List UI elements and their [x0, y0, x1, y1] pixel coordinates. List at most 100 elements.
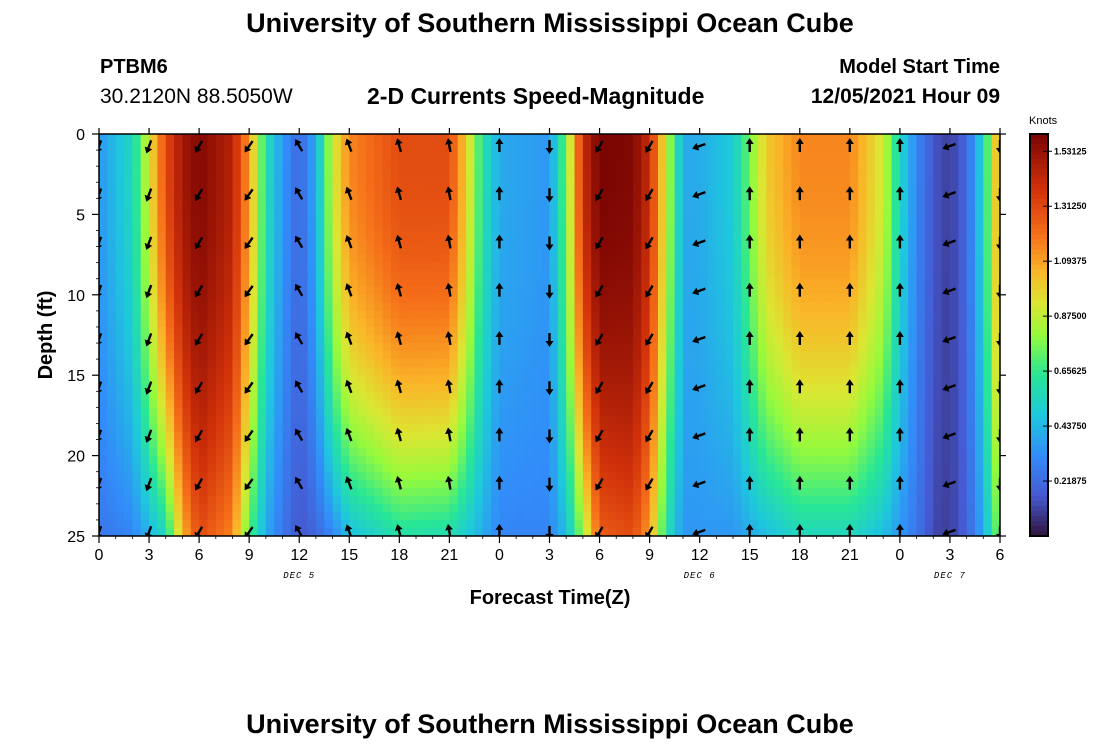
heatmap-cell	[866, 455, 876, 465]
heatmap-cell	[816, 278, 826, 288]
heatmap-cell	[666, 503, 676, 513]
heatmap-cell	[649, 142, 659, 151]
heatmap-cell	[382, 246, 392, 256]
heatmap-cell	[332, 455, 342, 465]
heatmap-cell	[499, 198, 509, 207]
heatmap-cell	[682, 487, 692, 497]
heatmap-cell	[382, 142, 392, 151]
heatmap-cell	[282, 190, 292, 199]
heatmap-cell	[340, 367, 350, 376]
heatmap-cell	[466, 190, 476, 199]
heatmap-cell	[165, 278, 175, 288]
heatmap-cell	[224, 302, 234, 312]
heatmap-cell	[390, 142, 400, 151]
heatmap-cell	[265, 150, 275, 159]
heatmap-cell	[257, 286, 267, 296]
heatmap-cell	[649, 286, 659, 296]
heatmap-cell	[132, 503, 142, 513]
heatmap-cell	[224, 463, 234, 473]
heatmap-cell	[883, 391, 893, 400]
heatmap-cell	[399, 471, 409, 481]
heatmap-cell	[299, 270, 309, 280]
heatmap-cell	[916, 335, 926, 344]
heatmap-cell	[599, 278, 609, 288]
heatmap-cell	[666, 174, 676, 183]
heatmap-cell	[691, 423, 701, 433]
heatmap-cell	[432, 190, 442, 199]
heatmap-cell	[733, 391, 742, 400]
heatmap-cell	[99, 495, 108, 505]
heatmap-cell	[115, 158, 125, 167]
heatmap-cell	[416, 134, 425, 143]
heatmap-cell	[115, 527, 125, 536]
heatmap-cell	[441, 198, 450, 207]
heatmap-cell	[416, 399, 425, 408]
heatmap-cell	[574, 375, 584, 384]
heatmap-cell	[499, 439, 509, 449]
heatmap-cell	[491, 455, 501, 465]
heatmap-cell	[582, 166, 592, 175]
heatmap-cell	[182, 423, 192, 433]
heatmap-cell	[340, 206, 350, 215]
heatmap-cell	[699, 150, 709, 159]
heatmap-cell	[682, 222, 692, 232]
heatmap-cell	[132, 407, 142, 416]
heatmap-cell	[174, 431, 184, 441]
heatmap-cell	[816, 222, 826, 232]
heatmap-cell	[516, 238, 526, 248]
heatmap-cell	[666, 246, 676, 256]
heatmap-cell	[265, 158, 275, 167]
heatmap-cell	[265, 495, 275, 505]
heatmap-cell	[824, 222, 834, 232]
heatmap-cell	[115, 278, 125, 288]
heatmap-cell	[449, 471, 459, 481]
heatmap-cell	[657, 198, 667, 207]
heatmap-cell	[215, 391, 225, 400]
heatmap-cell	[107, 142, 117, 151]
heatmap-cell	[107, 158, 117, 167]
heatmap-cell	[174, 351, 184, 360]
heatmap-cell	[691, 487, 701, 497]
heatmap-cell	[199, 463, 209, 473]
heatmap-cell	[399, 158, 409, 167]
heatmap-cell	[457, 318, 467, 328]
heatmap-cell	[824, 519, 834, 529]
heatmap-cell	[149, 479, 158, 489]
heatmap-cell	[307, 150, 317, 159]
heatmap-cell	[290, 318, 300, 328]
heatmap-cell	[265, 310, 275, 320]
heatmap-cell	[908, 503, 918, 513]
heatmap-cell	[858, 503, 868, 513]
heatmap-cell	[382, 270, 392, 280]
heatmap-cell	[649, 455, 659, 465]
heatmap-cell	[491, 415, 501, 425]
heatmap-cell	[524, 254, 534, 264]
heatmap-cell	[432, 399, 442, 408]
heatmap-cell	[349, 262, 359, 272]
heatmap-cell	[390, 383, 400, 392]
heatmap-cell	[215, 206, 225, 215]
heatmap-cell	[616, 383, 626, 392]
heatmap-cell	[841, 190, 851, 199]
heatmap-cell	[708, 142, 717, 151]
heatmap-cell	[307, 415, 317, 425]
heatmap-cell	[874, 294, 884, 304]
heatmap-cell	[616, 471, 626, 481]
heatmap-cell	[833, 487, 843, 497]
heatmap-cell	[315, 423, 325, 433]
heatmap-cell	[140, 511, 150, 521]
heatmap-cell	[733, 262, 742, 272]
heatmap-cell	[257, 375, 267, 384]
heatmap-cell	[474, 359, 484, 368]
heatmap-cell	[466, 407, 476, 416]
heatmap-cell	[783, 495, 793, 505]
heatmap-cell	[708, 238, 717, 248]
heatmap-cell	[332, 471, 342, 481]
heatmap-cell	[524, 190, 534, 199]
heatmap-cell	[833, 335, 843, 344]
heatmap-cell	[382, 503, 392, 513]
heatmap-cell	[833, 318, 843, 328]
heatmap-cell	[849, 222, 859, 232]
heatmap-cell	[532, 511, 542, 521]
heatmap-cell	[466, 238, 476, 248]
